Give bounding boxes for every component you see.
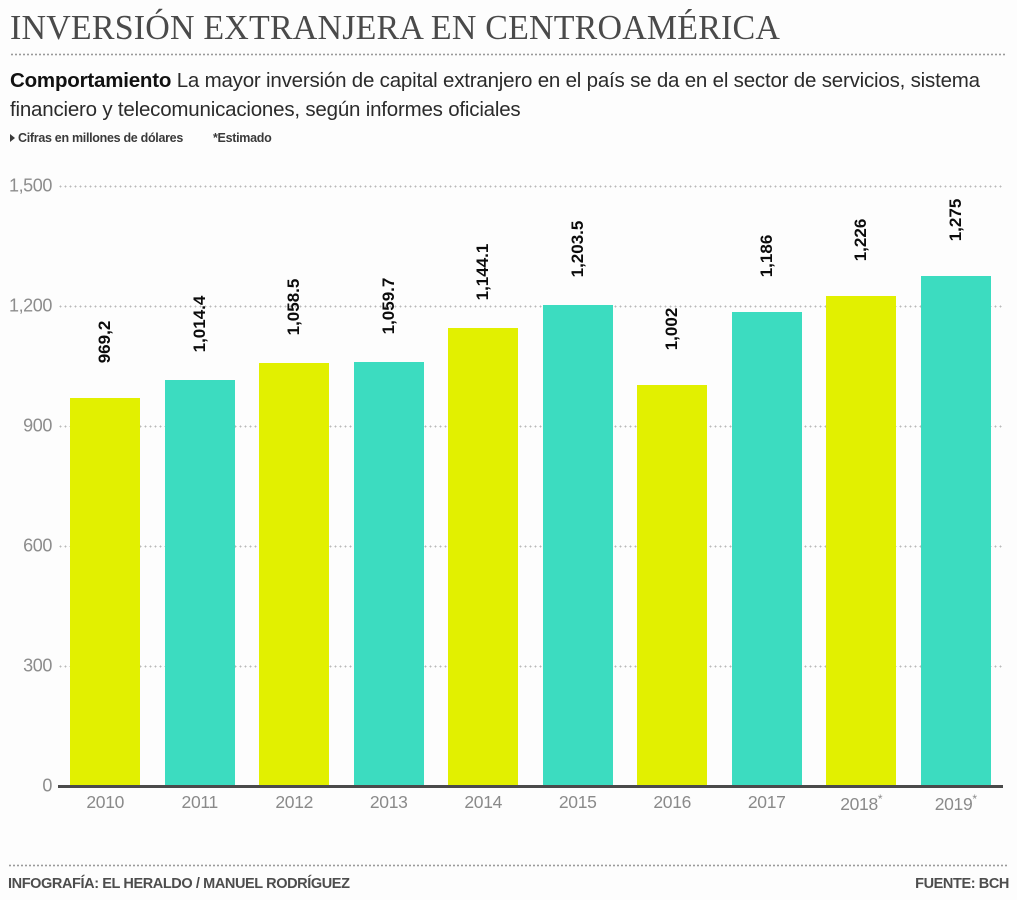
bar-column[interactable]: 969,2 bbox=[69, 186, 141, 786]
units-note: Cifras en millones de dólares bbox=[10, 131, 183, 145]
y-axis-tick-label: 300 bbox=[23, 655, 52, 676]
y-axis-tick-label: 600 bbox=[23, 535, 52, 556]
y-axis-tick-label: 0 bbox=[42, 775, 52, 796]
bar[interactable] bbox=[70, 398, 141, 786]
x-axis-labels: 2010 2011 2012 2013 2014 2015 2016 2017 2018* 201… bbox=[58, 792, 1003, 822]
subtitle-body: La mayor inversión de capital extranjero… bbox=[10, 69, 980, 121]
x-axis-tick-label: 2019* bbox=[934, 792, 977, 814]
y-axis-tick-label: 900 bbox=[23, 415, 52, 436]
bar-column[interactable]: 1,275 bbox=[920, 186, 992, 786]
x-axis-tick-label: 2010 bbox=[86, 792, 125, 812]
x-axis-tick-label: 2012 bbox=[275, 792, 314, 812]
bar-value-label: 1,002 bbox=[662, 307, 682, 351]
page-title: INVERSIÓN EXTRANJERA EN CENTROAMÉRICA bbox=[10, 8, 781, 47]
bar-column[interactable]: 1,059.7 bbox=[353, 186, 425, 786]
bar-column[interactable]: 1,014.4 bbox=[164, 186, 236, 786]
bar-column[interactable]: 1,058.5 bbox=[258, 186, 330, 786]
x-axis-tick-label: 2013 bbox=[369, 792, 408, 812]
bar-value-label: 1,203.5 bbox=[567, 220, 587, 277]
gridline bbox=[58, 305, 1003, 308]
bar[interactable] bbox=[259, 362, 330, 786]
bar-value-label: 1,275 bbox=[945, 198, 965, 242]
bar-value-label: 969,2 bbox=[95, 321, 115, 364]
credit-line: INFOGRAFÍA: EL HERALDO / MANUEL RODRÍGUE… bbox=[8, 876, 350, 892]
x-axis-tick-label: 2014 bbox=[464, 792, 503, 812]
bar-value-label: 1,014.4 bbox=[189, 295, 209, 353]
gridline bbox=[58, 185, 1003, 188]
y-axis-tick-label: 1,500 bbox=[8, 175, 52, 196]
notes-row: Cifras en millones de dólares *Estimado bbox=[10, 131, 1007, 145]
estimate-note: *Estimado bbox=[212, 131, 272, 145]
header-divider bbox=[10, 53, 1007, 56]
subtitle-lead: Comportamiento bbox=[10, 69, 172, 92]
x-axis-baseline bbox=[58, 785, 1003, 788]
x-axis-tick-label: 2011 bbox=[181, 792, 219, 812]
arrow-right-icon bbox=[10, 134, 15, 142]
bar-column[interactable]: 1,002 bbox=[636, 186, 708, 786]
bar-value-label: 1,226 bbox=[851, 218, 871, 261]
plot-area: 969,2 1,014.4 1,058.5 1,059.7 1,144.1 1,203.5… bbox=[9, 176, 1003, 796]
bar-value-label: 1,186 bbox=[756, 234, 776, 277]
bar[interactable] bbox=[920, 276, 991, 786]
x-axis-tick-label: 2017 bbox=[747, 792, 786, 812]
footer-divider bbox=[8, 864, 1009, 867]
units-note-label: Cifras en millones de dólares bbox=[18, 131, 183, 145]
x-axis-tick-label: 2016 bbox=[653, 792, 692, 812]
bar-series: 969,2 1,014.4 1,058.5 1,059.7 1,144.1 1,203.5… bbox=[58, 186, 1003, 786]
bar-column[interactable]: 1,186 bbox=[731, 186, 803, 786]
subtitle: Comportamiento La mayor inversión de cap… bbox=[10, 66, 1007, 124]
bar[interactable] bbox=[542, 304, 613, 786]
x-axis-tick-label: 2015 bbox=[558, 792, 597, 812]
bar-column[interactable]: 1,144.1 bbox=[447, 186, 519, 786]
chart: 969,2 1,014.4 1,058.5 1,059.7 1,144.1 1,203.5… bbox=[0, 170, 1017, 830]
bar[interactable] bbox=[353, 362, 424, 786]
bar-column[interactable]: 1,203.5 bbox=[542, 186, 614, 786]
gridline bbox=[58, 665, 1003, 668]
header: INVERSIÓN EXTRANJERA EN CENTROAMÉRICA Co… bbox=[0, 0, 1017, 145]
bar-value-label: 1,059.7 bbox=[378, 277, 398, 335]
gridline bbox=[58, 425, 1003, 428]
bar-value-label: 1,144.1 bbox=[473, 244, 493, 301]
source-line: FUENTE: BCH bbox=[915, 876, 1009, 892]
y-axis-tick-label: 1,200 bbox=[8, 295, 52, 316]
bar[interactable] bbox=[637, 385, 708, 786]
bar-value-label: 1,058.5 bbox=[284, 278, 304, 335]
x-axis-tick-label: 2018* bbox=[840, 792, 883, 814]
bar-column[interactable]: 1,226 bbox=[825, 186, 897, 786]
bar[interactable] bbox=[164, 380, 235, 786]
bar[interactable] bbox=[731, 311, 802, 786]
gridline bbox=[58, 545, 1003, 548]
bar[interactable] bbox=[448, 328, 519, 786]
footer: INFOGRAFÍA: EL HERALDO / MANUEL RODRÍGUE… bbox=[0, 859, 1017, 900]
bar[interactable] bbox=[826, 295, 897, 786]
